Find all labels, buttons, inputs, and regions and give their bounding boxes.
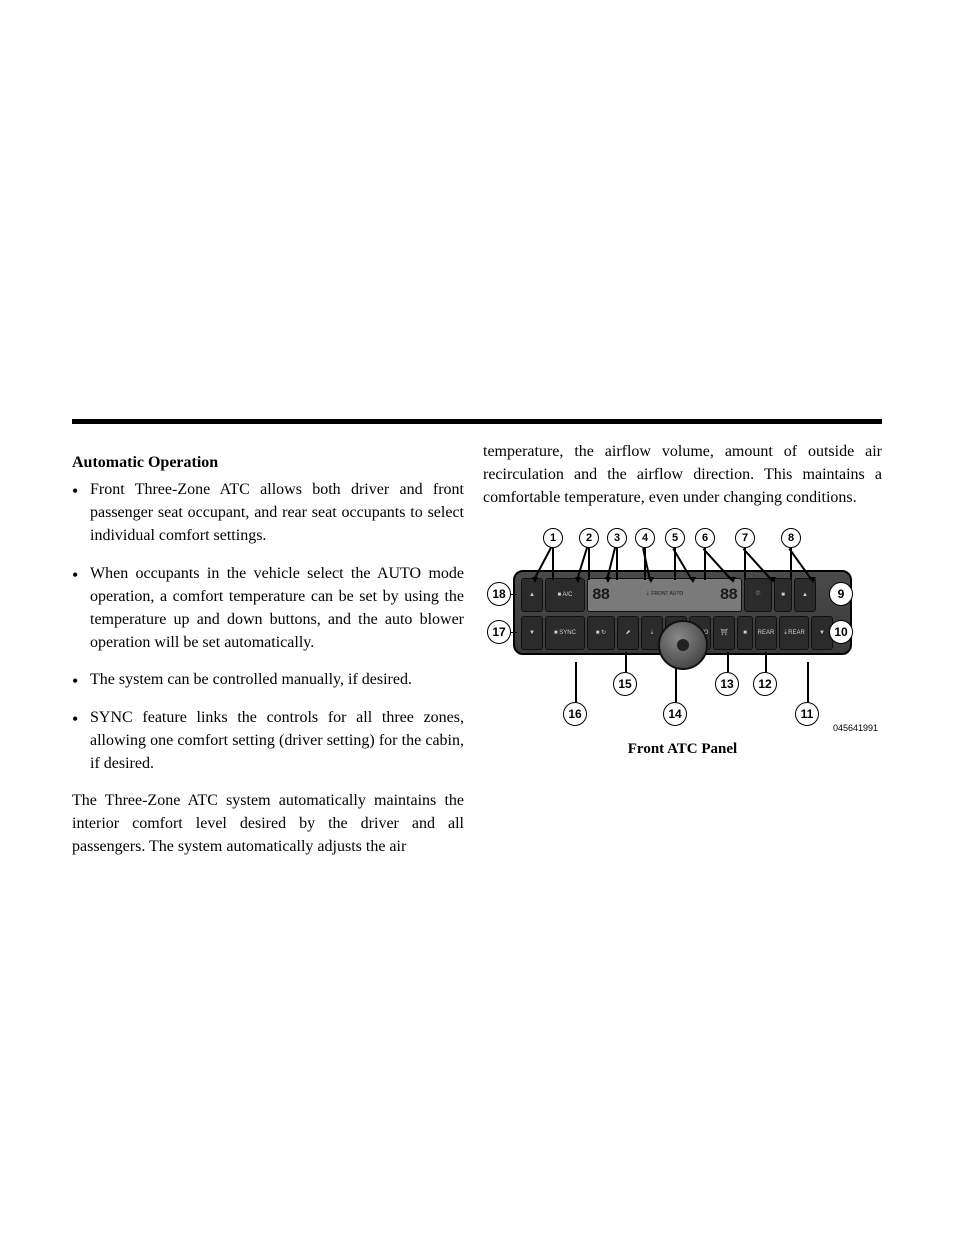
- panel-button: ■ ↻: [587, 616, 615, 650]
- callout-4: 4: [635, 528, 655, 548]
- callout-6: 6: [695, 528, 715, 548]
- bullet-item: Front Three-Zone ATC allows both driver …: [72, 478, 464, 548]
- panel-button: ▲: [521, 578, 543, 612]
- arrowhead-icon: [770, 577, 776, 583]
- panel-button: REAR: [755, 616, 777, 650]
- panel-button: ⛩: [713, 616, 735, 650]
- leader-line: [616, 548, 618, 580]
- callout-12: 12: [753, 672, 777, 696]
- callout-1: 1: [543, 528, 563, 548]
- left-column: Automatic Operation Front Three-Zone ATC…: [72, 440, 464, 869]
- bullet-list: Front Three-Zone ATC allows both driver …: [72, 478, 464, 775]
- leader-line: [727, 652, 729, 672]
- callout-8: 8: [781, 528, 801, 548]
- callout-7: 7: [735, 528, 755, 548]
- figure-caption: Front ATC Panel: [483, 741, 882, 758]
- arrowhead-icon: [690, 577, 696, 583]
- leader-line: [765, 652, 767, 672]
- leader-line: [588, 548, 590, 580]
- left-temp: 88: [592, 586, 609, 604]
- arrowhead-icon: [532, 577, 538, 583]
- leader-line: [552, 548, 554, 580]
- bullet-item: When occupants in the vehicle select the…: [72, 562, 464, 655]
- part-number: 045641991: [833, 723, 878, 733]
- leader-line: [511, 594, 517, 596]
- bullet-item: SYNC feature links the controls for all …: [72, 706, 464, 776]
- callout-13: 13: [715, 672, 739, 696]
- arrowhead-icon: [605, 577, 611, 583]
- panel-button: ⬈: [617, 616, 639, 650]
- body-paragraph: The Three-Zone ATC system automatically …: [72, 789, 464, 859]
- callout-3: 3: [607, 528, 627, 548]
- panel-button: ⇣REAR: [779, 616, 809, 650]
- panel-button: ■: [737, 616, 753, 650]
- callout-17: 17: [487, 620, 511, 644]
- callout-10: 10: [829, 620, 853, 644]
- right-column: temperature, the airflow volume, amount …: [483, 440, 882, 758]
- callout-2: 2: [579, 528, 599, 548]
- leader-line: [807, 662, 809, 702]
- callout-18: 18: [487, 582, 511, 606]
- panel-button: ■ SYNC: [545, 616, 585, 650]
- panel-button: ⛆: [744, 578, 772, 612]
- panel-button: ▲: [794, 578, 816, 612]
- arrowhead-icon: [730, 577, 736, 583]
- arrowhead-icon: [648, 577, 654, 583]
- lcd-display: 88 ⇣ FRONT AUTO 88: [587, 578, 742, 612]
- callout-9: 9: [829, 582, 853, 606]
- panel-row-1: ▲■ A/C88⇣ FRONT AUTO88⛆■▲: [521, 578, 844, 612]
- subtitle-automatic-operation: Automatic Operation: [72, 454, 464, 472]
- display-mode-icon: ⇣ FRONT AUTO: [646, 592, 684, 597]
- panel-button: ■ A/C: [545, 578, 585, 612]
- callout-16: 16: [563, 702, 587, 726]
- callout-11: 11: [795, 702, 819, 726]
- body-paragraph: temperature, the airflow volume, amount …: [483, 440, 882, 510]
- center-knob: [658, 620, 708, 670]
- atc-panel-body: ▲■ A/C88⇣ FRONT AUTO88⛆■▲ ▼■ SYNC■ ↻⬈⇣OF…: [513, 570, 852, 655]
- callout-14: 14: [663, 702, 687, 726]
- leader-line: [625, 652, 627, 672]
- bullet-item: The system can be controlled manually, i…: [72, 668, 464, 691]
- leader-line: [575, 662, 577, 702]
- callout-5: 5: [665, 528, 685, 548]
- panel-button: ■: [774, 578, 792, 612]
- right-temp: 88: [720, 586, 737, 604]
- atc-panel-diagram: ▲■ A/C88⇣ FRONT AUTO88⛆■▲ ▼■ SYNC■ ↻⬈⇣OF…: [483, 520, 882, 735]
- panel-button: ▼: [521, 616, 543, 650]
- section-divider: [72, 419, 882, 424]
- leader-line: [511, 632, 517, 634]
- figure: ▲■ A/C88⇣ FRONT AUTO88⛆■▲ ▼■ SYNC■ ↻⬈⇣OF…: [483, 520, 882, 758]
- arrowhead-icon: [810, 577, 816, 583]
- arrowhead-icon: [575, 577, 581, 583]
- callout-15: 15: [613, 672, 637, 696]
